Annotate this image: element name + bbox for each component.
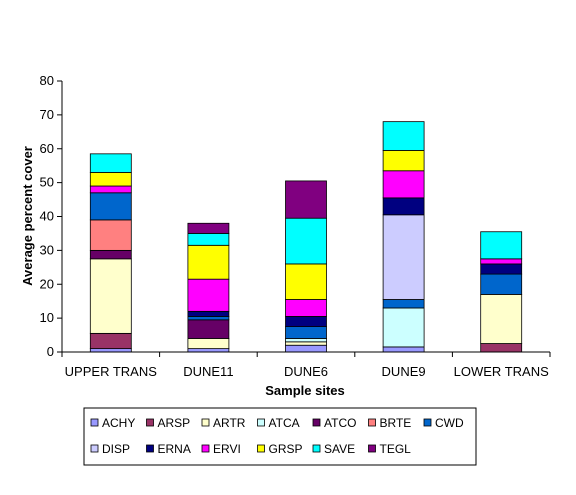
bar-segment-tegl xyxy=(285,180,327,219)
legend-swatch-tegl xyxy=(368,444,376,453)
bar-segment-save xyxy=(285,217,327,265)
legend-swatch-atco xyxy=(312,418,321,427)
legend-label-tegl: TEGL xyxy=(380,442,412,456)
legend-label-ervi: ERVI xyxy=(213,442,241,456)
bar-segment-atca xyxy=(285,338,327,343)
bar-segment-achy xyxy=(89,348,132,353)
bar-segment-cwd xyxy=(187,316,230,321)
bar-segment-cwd xyxy=(382,299,425,309)
bar-segment-grsp xyxy=(285,263,327,300)
legend-label-brte: BRTE xyxy=(380,416,412,430)
x-tick-label: DUNE11 xyxy=(183,364,233,379)
legend-label-grsp: GRSP xyxy=(269,442,303,456)
legend-swatch-cwd xyxy=(423,418,432,427)
legend-swatch-disp xyxy=(90,444,99,453)
bar-segment-achy xyxy=(285,344,327,353)
legend-swatch-ervi xyxy=(201,444,210,453)
bar-segment-cwd xyxy=(480,273,523,295)
legend-swatch-achy xyxy=(90,418,99,427)
legend-label-achy: ACHY xyxy=(102,416,135,430)
bar-segment-cwd xyxy=(89,192,132,221)
legend-swatch-brte xyxy=(368,418,376,427)
bar-segment-achy xyxy=(187,348,230,353)
bar-segment-erna xyxy=(285,316,327,327)
bar-segment-atco xyxy=(187,319,230,339)
legend-swatch-save xyxy=(312,444,321,453)
legend-swatch-grsp xyxy=(257,444,265,453)
y-tick-label: 70 xyxy=(40,107,54,122)
y-tick-label: 20 xyxy=(40,276,54,291)
y-tick-label: 40 xyxy=(40,209,54,224)
legend-label-atca: ATCA xyxy=(269,416,300,430)
bar-segment-ervi xyxy=(285,299,327,317)
plot-area: 0 10 20 30 40 50 60 70 80 UPPER TRANS DUNE11 DUNE6 D… xyxy=(40,73,551,379)
bar-segment-grsp xyxy=(187,244,230,280)
bar-segment-erna xyxy=(480,263,523,275)
bar-segment-tegl xyxy=(187,222,230,234)
bar-segment-arsp xyxy=(480,343,523,353)
legend-swatch-artr xyxy=(201,418,210,427)
bar-segment-erna xyxy=(382,197,425,216)
bar-segment-ervi xyxy=(480,258,523,265)
bar-segment-grsp xyxy=(382,150,425,172)
bar-segment-disp xyxy=(382,214,425,300)
legend-label-save: SAVE xyxy=(324,442,355,456)
bar-segment-save xyxy=(382,121,425,151)
bar-segment-artr xyxy=(480,294,523,344)
bar-segment-ervi xyxy=(382,170,425,199)
y-tick-label: 30 xyxy=(40,242,54,257)
legend: ACHY ARSP ARTR ATCA ATCO BRTE CWD DISP ERNA ERVI G… xyxy=(83,407,477,466)
legend-label-atco: ATCO xyxy=(324,416,356,430)
y-tick-label: 10 xyxy=(40,310,54,325)
bar-segment-artr xyxy=(89,258,132,334)
y-axis-title: Average percent cover xyxy=(20,146,35,286)
bar-segment-save xyxy=(187,233,230,246)
x-tick-label: DUNE9 xyxy=(382,364,426,379)
y-tick-label: 60 xyxy=(40,141,54,156)
bar-segment-atca xyxy=(382,307,425,348)
bar-segment-achy xyxy=(382,346,425,353)
bar-segment-ervi xyxy=(187,278,230,312)
legend-label-disp: DISP xyxy=(102,442,130,456)
bar-segment-atco xyxy=(89,249,132,260)
legend-label-artr: ARTR xyxy=(213,416,246,430)
bar-segment-artr xyxy=(187,338,230,350)
bar-segment-brte xyxy=(89,219,132,251)
bar-segment-artr xyxy=(285,341,327,346)
y-tick-label: 0 xyxy=(47,344,54,359)
y-tick-label: 50 xyxy=(40,175,54,190)
legend-swatch-atca xyxy=(257,418,265,427)
legend-swatch-arsp xyxy=(146,418,154,427)
bar-segment-erna xyxy=(187,310,230,317)
bar-segment-cwd xyxy=(285,326,327,339)
legend-box xyxy=(83,407,477,466)
bar-segment-ervi xyxy=(89,185,132,194)
bar-segment-save xyxy=(89,153,132,173)
legend-label-erna: ERNA xyxy=(158,442,191,456)
bar-segment-arsp xyxy=(89,332,132,350)
y-tick-label: 80 xyxy=(40,73,54,88)
x-tick-label: UPPER TRANS xyxy=(65,364,158,379)
bar-segment-save xyxy=(480,231,523,260)
legend-label-cwd: CWD xyxy=(435,416,464,430)
legend-swatch-erna xyxy=(146,444,154,453)
bar-segment-grsp xyxy=(89,172,132,187)
x-tick-label: LOWER TRANS xyxy=(454,364,549,379)
x-axis-title: Sample sites xyxy=(265,383,345,398)
x-tick-label: DUNE6 xyxy=(284,364,328,379)
legend-label-arsp: ARSP xyxy=(158,416,191,430)
